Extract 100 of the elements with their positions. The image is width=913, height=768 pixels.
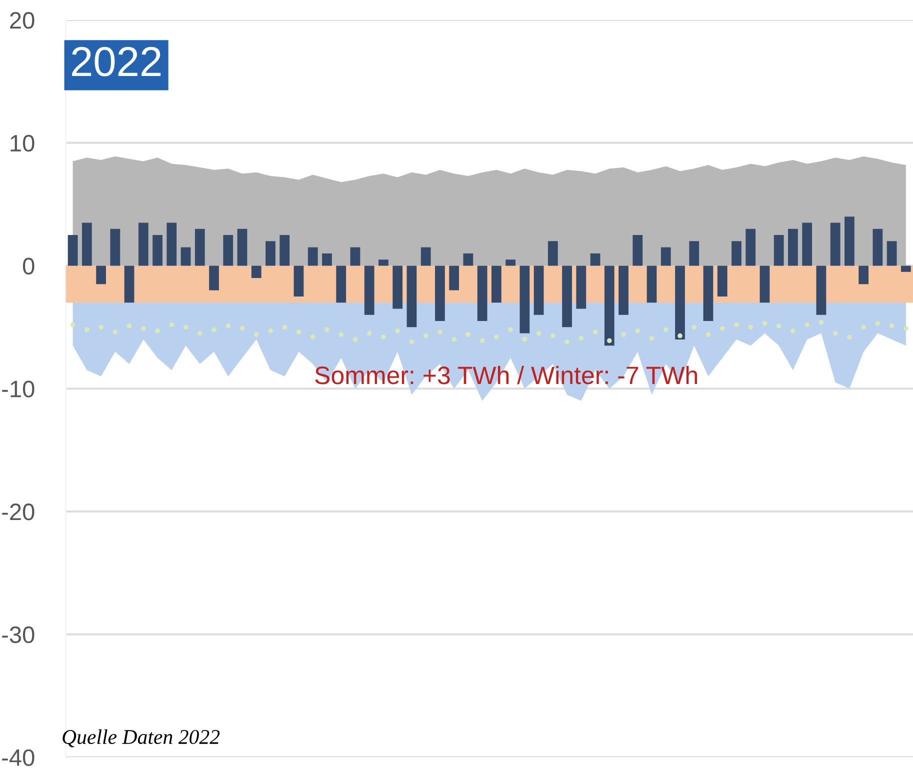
bar	[124, 266, 134, 303]
point	[183, 324, 188, 330]
bar	[138, 222, 148, 266]
bar	[675, 266, 685, 340]
bar	[350, 247, 360, 266]
point	[212, 327, 216, 332]
point	[762, 321, 768, 326]
annotation: Sommer: +3 TWh / Winter: -7 TWh	[315, 366, 697, 384]
bar	[788, 228, 798, 266]
point	[592, 330, 598, 334]
point	[310, 334, 316, 340]
bar	[703, 266, 714, 322]
y-tick-label: -20	[2, 504, 34, 520]
point	[268, 328, 273, 334]
point	[296, 330, 302, 334]
bar	[576, 266, 586, 309]
point	[904, 326, 908, 331]
point	[818, 320, 824, 325]
bar	[491, 266, 502, 303]
point	[522, 337, 528, 342]
bar	[435, 266, 445, 322]
bar	[463, 253, 474, 266]
bar	[618, 266, 628, 315]
point	[226, 324, 231, 328]
bar	[194, 228, 205, 266]
bar	[406, 266, 417, 328]
bar	[660, 247, 671, 266]
bar	[294, 266, 304, 296]
bar	[830, 222, 840, 266]
point	[395, 328, 400, 334]
point	[578, 336, 584, 341]
annotation: 2022	[72, 46, 161, 76]
bar	[548, 241, 558, 266]
bar	[110, 228, 120, 266]
y-tick-label: 0	[22, 258, 34, 275]
point	[621, 332, 626, 337]
bar	[449, 266, 460, 290]
point	[550, 333, 556, 338]
bar	[223, 235, 234, 266]
point	[606, 338, 612, 344]
bar	[590, 253, 600, 266]
bar	[858, 266, 869, 284]
point	[480, 338, 485, 344]
point	[804, 322, 810, 328]
y-tick-label: -40	[2, 749, 34, 766]
y-tick-label: -10	[2, 380, 34, 398]
point	[678, 333, 682, 338]
point	[889, 324, 894, 328]
point	[254, 332, 259, 337]
point	[240, 326, 245, 331]
point	[564, 340, 570, 344]
bar	[646, 266, 657, 303]
bar	[364, 266, 374, 315]
point	[790, 328, 796, 334]
point	[734, 322, 739, 328]
point	[508, 327, 513, 332]
y-tick-label: 20	[10, 12, 34, 29]
annotation: Quelle Daten 2022	[62, 729, 220, 748]
point	[381, 334, 386, 340]
bar	[280, 235, 290, 266]
bar	[760, 266, 770, 303]
bar	[717, 266, 728, 296]
y-tick-label: 10	[10, 134, 34, 152]
bar	[266, 241, 276, 266]
point	[706, 332, 711, 337]
point	[197, 330, 202, 336]
point	[861, 324, 866, 330]
point	[112, 330, 118, 334]
bar	[844, 216, 854, 266]
point	[748, 324, 754, 330]
point	[692, 324, 697, 330]
bar	[308, 247, 318, 266]
point	[324, 327, 330, 332]
point	[720, 326, 725, 331]
bar	[392, 266, 403, 309]
bar	[689, 241, 700, 266]
point	[282, 324, 288, 330]
point	[494, 334, 499, 340]
point	[140, 326, 146, 331]
point	[649, 336, 654, 341]
bar	[336, 266, 346, 303]
bar	[166, 222, 177, 266]
bar	[520, 266, 530, 334]
point	[409, 340, 414, 344]
bar	[900, 266, 911, 272]
point	[70, 322, 76, 328]
point	[98, 324, 104, 330]
bar	[534, 266, 544, 315]
bar	[604, 266, 614, 346]
bar	[420, 247, 431, 266]
point	[635, 328, 640, 334]
bar	[746, 228, 756, 266]
point	[832, 330, 838, 336]
bar	[322, 253, 332, 266]
bar	[152, 235, 162, 266]
bar	[82, 222, 92, 266]
point	[423, 333, 428, 338]
point	[366, 330, 372, 336]
bar	[886, 241, 897, 266]
bar	[774, 235, 784, 266]
